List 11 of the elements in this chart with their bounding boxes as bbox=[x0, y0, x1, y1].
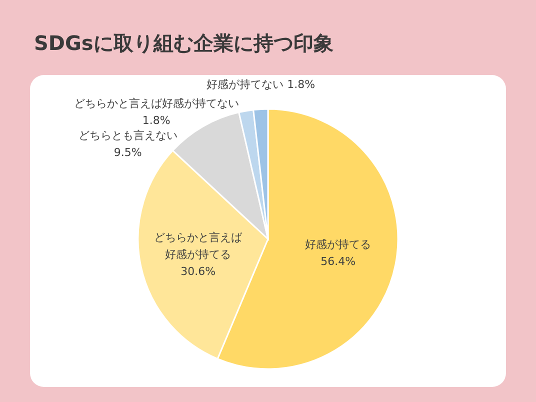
data-label: 1.8% bbox=[287, 78, 316, 91]
slice-label: 好感が持てる bbox=[304, 237, 372, 254]
data-label: 9.5% bbox=[112, 144, 143, 161]
slice-label: どちらとも言えない bbox=[78, 128, 178, 144]
data-label: 1.8% bbox=[141, 112, 172, 129]
chart-title: SDGsに取り組む企業に持つ印象 bbox=[34, 30, 334, 57]
data-label: 30.6% bbox=[180, 264, 217, 280]
slice-label: 好感が持てない bbox=[206, 78, 284, 91]
slice-label: どちらかと言えば好感が持てる bbox=[153, 230, 244, 263]
data-label: 56.4% bbox=[320, 254, 357, 270]
slice-label: どちらかと言えば好感が持てない bbox=[74, 96, 239, 112]
